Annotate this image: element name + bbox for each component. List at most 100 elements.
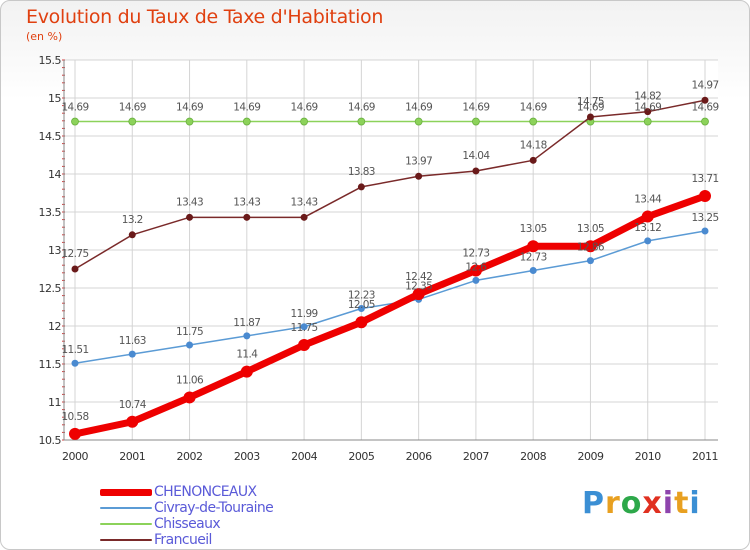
data-point: [243, 213, 251, 221]
data-label: 14.04: [462, 150, 490, 162]
data-label: 13.43: [291, 196, 318, 208]
data-label: 14.69: [577, 102, 604, 114]
data-label: 14.82: [634, 91, 661, 103]
data-point: [183, 391, 196, 404]
y-tick-label: 11: [48, 396, 61, 409]
data-point: [412, 288, 425, 301]
logo-letter: i: [689, 486, 701, 521]
data-point: [527, 240, 540, 253]
data-point: [472, 167, 480, 175]
data-label: 13.05: [520, 223, 547, 235]
x-tick-label: 2010: [635, 450, 661, 463]
data-label: 10.74: [119, 399, 147, 411]
x-tick-label: 2001: [119, 450, 145, 463]
data-label: 11.75: [176, 326, 203, 338]
series-line-chenonceaux: [71, 192, 709, 438]
data-label: 14.69: [634, 102, 661, 114]
data-point: [185, 117, 194, 126]
data-label: 14.69: [61, 102, 88, 114]
data-label: 13.05: [577, 223, 604, 235]
data-label: 13.71: [691, 173, 718, 185]
legend-swatch: [100, 507, 152, 509]
data-point: [472, 117, 480, 126]
data-point: [186, 341, 194, 349]
data-label: 10.58: [61, 411, 88, 423]
data-point: [472, 276, 480, 284]
logo-letter: r: [605, 486, 621, 521]
y-tick-label: 15.5: [39, 54, 62, 67]
data-point: [128, 231, 136, 239]
data-label: 13.2: [122, 214, 143, 226]
series-line-francueil: [74, 99, 706, 270]
data-label: 14.69: [405, 102, 432, 114]
data-point: [240, 365, 253, 378]
legend-label: Chisseaux: [154, 516, 221, 532]
data-label: 11.63: [119, 335, 146, 347]
data-point: [701, 96, 709, 104]
y-tick-label: 13: [48, 244, 61, 257]
data-label: 13.44: [634, 194, 662, 206]
data-label: 14.69: [119, 102, 146, 114]
data-point: [586, 113, 594, 121]
data-label: 12.42: [405, 271, 432, 283]
y-tick-label: 14.5: [39, 130, 62, 143]
data-point: [300, 323, 308, 331]
logo-letter: P: [582, 486, 605, 521]
x-tick-label: 2006: [406, 450, 432, 463]
data-label: 14.69: [348, 102, 375, 114]
legend-label: CHENONCEAUX: [154, 484, 257, 500]
data-label: 12.05: [348, 299, 375, 311]
data-label: 12.73: [462, 248, 489, 260]
data-label: 14.18: [520, 139, 547, 151]
data-point: [71, 117, 79, 126]
chart-title: Evolution du Taux de Taxe d'Habitation: [26, 6, 384, 28]
data-label: 12.75: [61, 248, 88, 260]
y-tick-label: 12.5: [39, 282, 62, 295]
data-point: [298, 339, 311, 351]
data-label: 14.69: [691, 102, 718, 114]
legend-swatch: [100, 489, 152, 496]
data-label: 14.69: [462, 102, 489, 114]
x-tick-label: 2000: [62, 450, 88, 463]
data-label: 12.35: [405, 280, 432, 292]
data-point: [126, 415, 139, 428]
data-point: [69, 427, 81, 440]
data-point: [128, 350, 136, 358]
data-label: 13.97: [405, 155, 432, 167]
data-point: [300, 117, 308, 126]
y-tick-label: 14: [48, 168, 61, 181]
data-label: 11.99: [291, 308, 318, 320]
proxiti-logo: Proxiti: [582, 486, 701, 521]
y-tick-label: 11.5: [39, 358, 62, 371]
data-point: [701, 227, 709, 235]
data-point: [242, 117, 251, 126]
y-tick-label: 13.5: [39, 206, 62, 219]
logo-letter: t: [674, 486, 690, 521]
data-point: [71, 265, 79, 273]
data-label: 11.87: [233, 317, 260, 329]
data-label: 14.69: [176, 102, 203, 114]
x-tick-label: 2005: [348, 450, 374, 463]
data-label: 12.23: [348, 290, 375, 302]
logo-letter: i: [662, 486, 675, 521]
chart-subtitle: (en %): [26, 30, 63, 43]
data-point: [584, 240, 597, 253]
data-label: 11.51: [61, 344, 88, 356]
data-label: 14.69: [233, 102, 260, 114]
data-label: 14.75: [577, 96, 604, 108]
x-tick-label: 2002: [177, 450, 203, 463]
y-tick-label: 12: [48, 320, 61, 333]
y-tick-label: 10.5: [39, 434, 62, 447]
data-point: [586, 257, 594, 265]
data-label: 12.73: [520, 252, 547, 264]
data-point: [357, 183, 365, 191]
data-point: [529, 267, 537, 275]
legend-label: Francueil: [154, 532, 212, 548]
data-label: 14.69: [520, 102, 547, 114]
data-label: 14.97: [691, 79, 718, 91]
data-label: 11.75: [291, 322, 318, 334]
data-point: [644, 108, 652, 116]
data-point: [643, 117, 652, 126]
x-tick-label: 2007: [463, 450, 489, 463]
